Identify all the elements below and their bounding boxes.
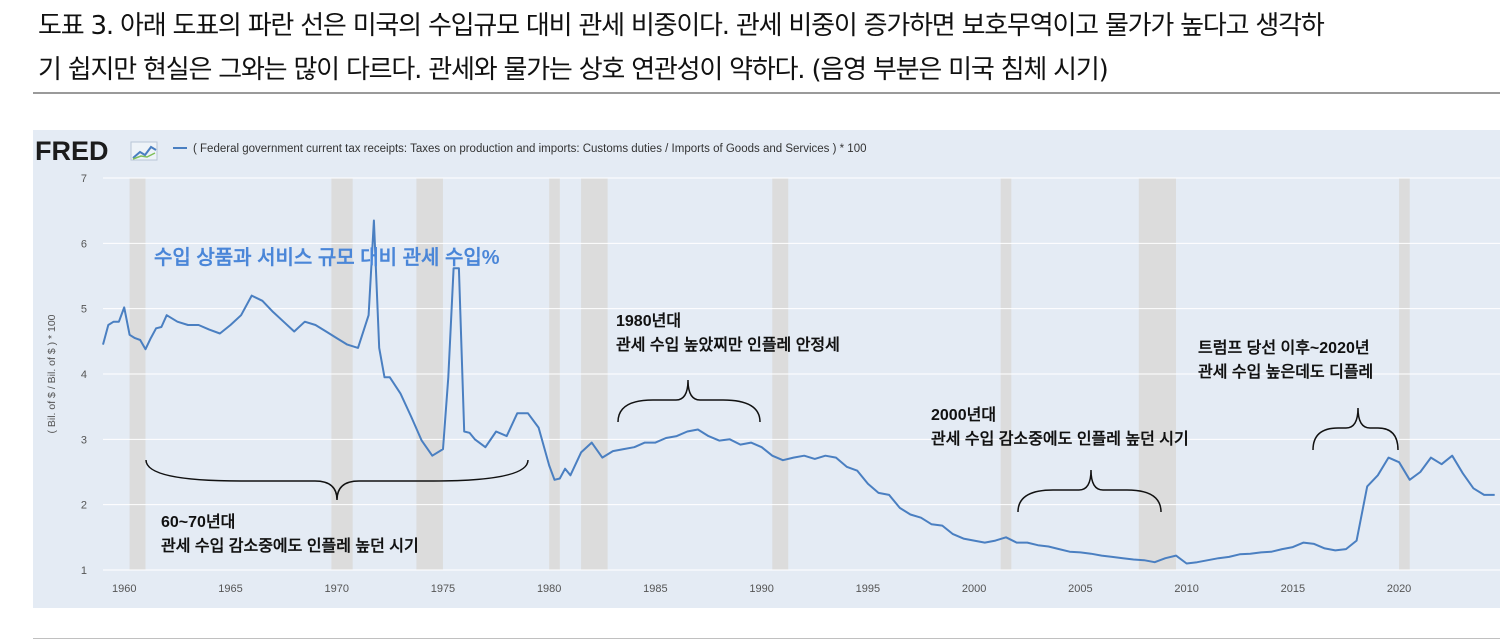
x-tick-1965: 1965 — [218, 583, 242, 595]
caption-line-2: 기 쉽지만 현실은 그와는 많이 다르다. 관세와 물가는 상호 연관성이 약하… — [38, 55, 1109, 85]
x-tick-1960: 1960 — [112, 583, 136, 595]
fred-chart: FRED ( Federal government current tax re… — [33, 130, 1500, 608]
y-tick-7: 7 — [81, 173, 87, 185]
figure-caption: 도표 3. 아래 도표의 파란 선은 미국의 수입규모 대비 관세 비중이다. … — [38, 4, 1500, 94]
fred-logo: FRED — [35, 136, 109, 166]
gridlines — [103, 177, 1500, 571]
x-tick-labels: 1960 1965 1970 1975 1980 1985 1990 1995 2000 2005… — [112, 583, 1411, 595]
x-tick-1975: 1975 — [431, 583, 455, 595]
annotation-1980s-title: 1980년대 — [616, 311, 681, 330]
annotation-2000s-text: 관세 수입 감소중에도 인플레 높던 시기 — [931, 429, 1189, 448]
annotation-6070s-text: 관세 수입 감소중에도 인플레 높던 시기 — [161, 536, 419, 555]
caption-line-1: 도표 3. 아래 도표의 파란 선은 미국의 수입규모 대비 관세 비중이다. … — [38, 11, 1325, 41]
annotation-trump-title: 트럼프 당선 이후~2020년 — [1198, 338, 1370, 357]
annotation-title: 수입 상품과 서비스 규모 대비 관세 수입% — [154, 246, 500, 269]
y-tick-4: 4 — [81, 369, 87, 381]
x-tick-1970: 1970 — [324, 583, 348, 595]
x-tick-1990: 1990 — [749, 583, 773, 595]
x-tick-1985: 1985 — [643, 583, 667, 595]
chart-background — [33, 130, 1500, 608]
brace-2000s — [1017, 469, 1162, 513]
fred-graph-icon — [130, 141, 158, 161]
brace-trump — [1312, 407, 1399, 451]
bottom-divider — [33, 638, 1500, 639]
brace-1980s — [617, 379, 761, 423]
annotation-1980s-text: 관세 수입 높았찌만 인플레 안정세 — [616, 335, 840, 354]
annotation-trump-text: 관세 수입 높은데도 디플레 — [1198, 363, 1373, 381]
y-tick-2: 2 — [81, 500, 87, 512]
x-tick-2020: 2020 — [1387, 583, 1411, 595]
x-tick-2000: 2000 — [962, 583, 986, 595]
x-tick-1995: 1995 — [856, 583, 880, 595]
annotation-6070s-title: 60~70년대 — [161, 512, 235, 531]
top-divider — [33, 92, 1500, 94]
y-tick-1: 1 — [81, 565, 87, 577]
x-tick-2010: 2010 — [1174, 583, 1198, 595]
y-axis-label: ( Bil. of $ / Bil. of $ ) * 100 — [46, 314, 58, 433]
y-tick-6: 6 — [81, 238, 87, 250]
x-tick-2005: 2005 — [1068, 583, 1092, 595]
x-tick-2015: 2015 — [1281, 583, 1305, 595]
brace-6070s — [145, 459, 529, 501]
y-tick-labels: 1 2 3 4 5 6 7 — [81, 173, 87, 577]
y-tick-3: 3 — [81, 434, 87, 446]
x-tick-1980: 1980 — [537, 583, 561, 595]
legend-label: ( Federal government current tax receipt… — [193, 143, 867, 155]
y-tick-5: 5 — [81, 304, 87, 316]
annotation-2000s-title: 2000년대 — [931, 405, 996, 424]
series-line — [102, 219, 1495, 565]
